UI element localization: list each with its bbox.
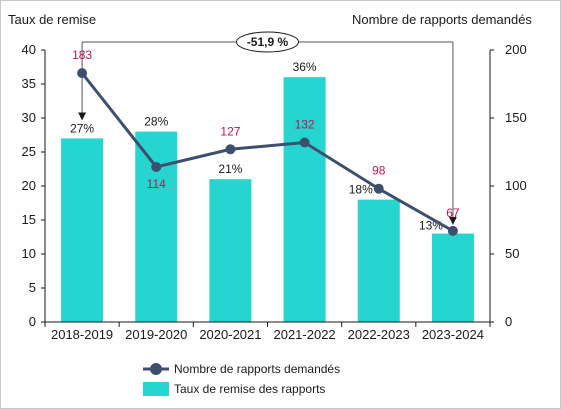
- line-data-label: 132: [295, 117, 315, 131]
- line-point: [151, 161, 162, 172]
- bar: [431, 233, 474, 322]
- bar: [357, 199, 400, 322]
- line-data-label: 127: [220, 124, 240, 138]
- bar-data-label: 36%: [293, 60, 317, 74]
- y-right-tick-label: 50: [505, 246, 519, 261]
- x-tick-label: 2021-2022: [273, 327, 335, 342]
- x-tick-label: 2022-2023: [348, 327, 410, 342]
- bar-data-label: 13%: [419, 219, 443, 233]
- x-tick-label: 2018-2019: [51, 327, 113, 342]
- bar-data-label: 27%: [70, 121, 94, 135]
- line-point: [447, 225, 458, 236]
- y-right-tick-label: 200: [505, 42, 527, 57]
- y-right-tick-label: 0: [505, 314, 512, 329]
- line-point: [225, 144, 236, 155]
- y-left-axis: 0 5 10 15 20 25 30 35 40: [22, 42, 46, 329]
- y-right-axis-title: Nombre de rapports demandés: [352, 12, 532, 27]
- y-left-tick-label: 20: [22, 178, 36, 193]
- y-left-axis-title: Taux de remise: [8, 12, 96, 27]
- x-axis: 2018-2019 2019-2020 2020-2021 2021-2022 2022…: [44, 321, 491, 342]
- line-point: [77, 68, 88, 79]
- y-left-tick-label: 35: [22, 76, 36, 91]
- y-right-tick-label: 100: [505, 178, 527, 193]
- change-annotation-label: -51,9 %: [247, 35, 289, 49]
- y-left-tick-label: 40: [22, 42, 36, 57]
- bar-data-label: 28%: [144, 115, 168, 129]
- y-left-tick-label: 30: [22, 110, 36, 125]
- bar: [135, 131, 178, 322]
- change-annotation: -51,9 %: [78, 31, 457, 225]
- legend-bar-swatch: [143, 382, 169, 396]
- line-data-label: 67: [446, 206, 460, 220]
- line-data-label: 98: [372, 164, 386, 178]
- bar-series: 27% 28% 21% 36% 18% 13%: [61, 60, 474, 322]
- bar: [209, 179, 252, 322]
- y-left-tick-label: 0: [29, 314, 36, 329]
- y-left-tick-label: 5: [29, 280, 36, 295]
- bar: [283, 77, 326, 322]
- line-data-label: 183: [72, 48, 92, 62]
- bar: [61, 138, 104, 322]
- annotation-oval: [236, 31, 299, 53]
- line-point: [299, 137, 310, 148]
- y-left-tick-label: 25: [22, 144, 36, 159]
- y-right-axis: 0 50 100 150 200: [489, 42, 527, 329]
- bar-data-label: 18%: [349, 183, 373, 197]
- y-left-tick-label: 10: [22, 246, 36, 261]
- x-tick-label: 2020-2021: [199, 327, 261, 342]
- y-right-tick-label: 150: [505, 110, 527, 125]
- x-tick-label: 2023-2024: [422, 327, 484, 342]
- legend-line-marker: [150, 363, 162, 375]
- line-path: [80, 72, 454, 233]
- line-data-label: 114: [147, 177, 166, 191]
- legend-bar-label: Taux de remise des rapports: [174, 382, 325, 396]
- bar-data-label: 21%: [218, 162, 242, 176]
- legend-line-label: Nombre de rapports demandés: [174, 362, 340, 376]
- line-point: [373, 183, 384, 194]
- line-series: 183 114 127 132 98 67: [72, 48, 460, 236]
- y-left-tick-label: 15: [22, 212, 36, 227]
- x-tick-label: 2019-2020: [125, 327, 187, 342]
- legend: Nombre de rapports demandés Taux de remi…: [143, 362, 340, 396]
